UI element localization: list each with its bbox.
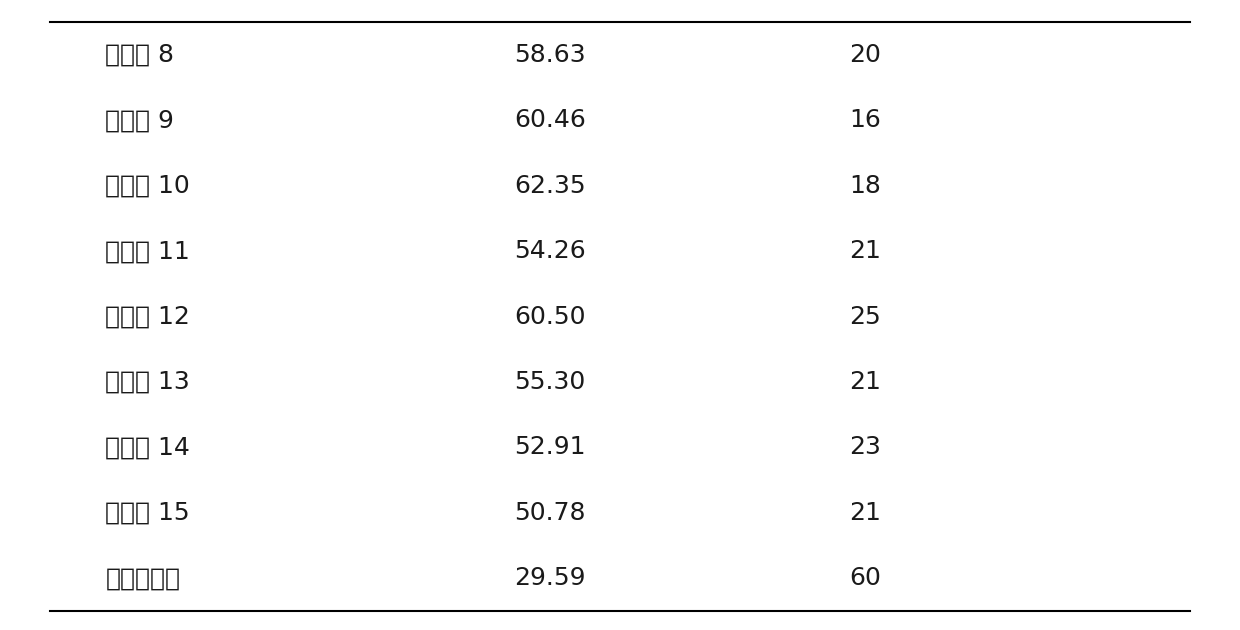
Text: 58.63: 58.63	[515, 43, 587, 67]
Text: 25: 25	[849, 304, 882, 329]
Text: 29.59: 29.59	[515, 566, 587, 590]
Text: 54.26: 54.26	[515, 239, 587, 263]
Text: 16: 16	[849, 108, 882, 132]
Text: 50.78: 50.78	[515, 501, 587, 525]
Text: 52.91: 52.91	[515, 435, 587, 459]
Text: 60: 60	[849, 566, 882, 590]
Text: 空白对照组: 空白对照组	[105, 566, 180, 590]
Text: 21: 21	[849, 239, 882, 263]
Text: 实施例 8: 实施例 8	[105, 43, 175, 67]
Text: 实施例 12: 实施例 12	[105, 304, 190, 329]
Text: 62.35: 62.35	[515, 174, 587, 198]
Text: 60.50: 60.50	[515, 304, 587, 329]
Text: 实施例 13: 实施例 13	[105, 370, 190, 394]
Text: 21: 21	[849, 370, 882, 394]
Text: 实施例 9: 实施例 9	[105, 108, 175, 132]
Text: 实施例 15: 实施例 15	[105, 501, 190, 525]
Text: 60.46: 60.46	[515, 108, 587, 132]
Text: 实施例 10: 实施例 10	[105, 174, 190, 198]
Text: 23: 23	[849, 435, 882, 459]
Text: 实施例 14: 实施例 14	[105, 435, 190, 459]
Text: 55.30: 55.30	[515, 370, 585, 394]
Text: 18: 18	[849, 174, 882, 198]
Text: 实施例 11: 实施例 11	[105, 239, 190, 263]
Text: 21: 21	[849, 501, 882, 525]
Text: 20: 20	[849, 43, 882, 67]
